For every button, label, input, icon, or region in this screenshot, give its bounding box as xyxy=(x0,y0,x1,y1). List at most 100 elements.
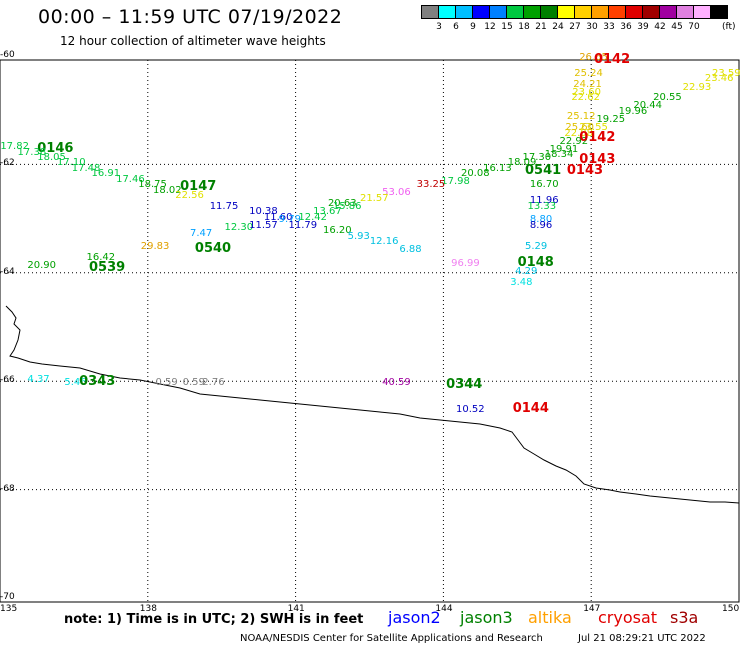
wave-height-value: 11.75 xyxy=(209,200,239,212)
wave-height-value: 23.59 xyxy=(712,67,740,79)
y-tick-label: -68 xyxy=(0,483,15,494)
wave-height-value: 6.88 xyxy=(399,244,422,256)
wave-height-value: 21.57 xyxy=(359,192,389,204)
pass-time-label: 0144 xyxy=(512,401,549,417)
wave-height-value: 16.42 xyxy=(86,252,116,264)
wave-height-value: 16.20 xyxy=(323,225,352,237)
wave-height-value: 5.29 xyxy=(525,241,548,253)
y-tick-label: -64 xyxy=(0,266,15,277)
legend-unit: (ft) xyxy=(722,22,736,32)
legend-tick-label: 3 xyxy=(436,22,442,32)
wave-height-value: 18.34 xyxy=(544,149,574,161)
satellite-name: cryosat xyxy=(598,608,658,627)
legend-tick-label: 70 xyxy=(688,22,700,32)
wave-height-value: 20.44 xyxy=(633,100,663,112)
legend-tick-label: 36 xyxy=(620,22,632,32)
wave-height-value: 24.21 xyxy=(573,78,602,90)
legend-tick-label: 42 xyxy=(654,22,666,32)
y-tick-label: -62 xyxy=(0,158,15,169)
wave-height-value: 10.38 xyxy=(249,206,278,218)
map-frame xyxy=(0,59,740,603)
wave-height-value: 16.91 xyxy=(91,168,121,180)
wave-height-value: 25.12 xyxy=(566,111,596,123)
legend-tick-label: 39 xyxy=(637,22,649,32)
wave-height-value: 8.80 xyxy=(529,214,553,226)
pass-time-label: 0143 xyxy=(579,151,616,167)
wave-height-value: 17.48 xyxy=(71,162,101,174)
wave-height-value: 22.56 xyxy=(175,189,204,201)
x-tick-label: 150 xyxy=(722,604,740,614)
y-tick-label: -60 xyxy=(0,50,15,60)
wave-height-value: 23.46 xyxy=(704,73,734,85)
wave-height-value: 18.05 xyxy=(37,151,66,163)
wave-height-value: 11.57 xyxy=(249,219,278,231)
wave-height-value: 7.47 xyxy=(189,227,213,239)
wave-height-value: 4.29 xyxy=(515,265,538,277)
wave-height-value: 22.92 xyxy=(559,135,589,147)
legend-tick-label: 15 xyxy=(501,22,513,32)
wave-height-value: 18.02 xyxy=(153,184,182,196)
wave-height-value: 17.30 xyxy=(522,151,552,163)
satellite-name: jason3 xyxy=(460,608,513,627)
wave-height-value: 20.90 xyxy=(27,260,57,272)
wave-height-value: 12.30 xyxy=(224,222,254,234)
wave-height-value: 12.42 xyxy=(298,211,328,223)
wave-height-value: 17.46 xyxy=(116,173,145,185)
wave-height-value: 23.55 xyxy=(579,122,608,134)
wave-height-value: 11.60 xyxy=(263,211,293,223)
y-tick-label: -66 xyxy=(0,375,15,386)
legend-tick-label: 18 xyxy=(518,22,530,32)
x-tick-label: 141 xyxy=(287,604,305,614)
legend-tick-label: 9 xyxy=(470,22,476,32)
legend-tick-label: 45 xyxy=(671,22,683,32)
wave-height-value: 22.93 xyxy=(682,81,712,93)
wave-height-value: 25.60 xyxy=(565,122,595,134)
pass-time-label: 0539 xyxy=(88,260,126,276)
y-tick-label: -70 xyxy=(0,592,15,602)
legend-tick-label: 24 xyxy=(552,22,564,32)
footer-credit: NOAA/NESDIS Center for Satellite Applica… xyxy=(240,633,543,644)
page-subtitle: 12 hour collection of altimeter wave hei… xyxy=(60,34,326,48)
wave-height-value: 5.93 xyxy=(347,230,370,242)
pass-time-label: 0147 xyxy=(180,179,217,195)
wave-height-value: 23.60 xyxy=(572,86,601,98)
wave-height-value: 22.62 xyxy=(571,92,600,104)
wave-height-value: 18.75 xyxy=(138,179,167,191)
wave-height-value: 0.59 xyxy=(155,376,178,388)
wave-height-value: 20.63 xyxy=(327,198,357,210)
x-tick-label: 144 xyxy=(435,604,453,614)
wave-height-value: 33.25 xyxy=(416,179,446,191)
x-tick-label: 138 xyxy=(139,604,157,614)
pass-time-label: 0343 xyxy=(79,374,116,390)
pass-time-label: 0540 xyxy=(194,241,232,257)
wave-height-value: 5.46 xyxy=(64,376,87,388)
satellite-name: s3a xyxy=(670,608,699,627)
pass-time-label: 0143 xyxy=(566,162,604,178)
wave-height-value: 19.25 xyxy=(596,114,626,126)
legend-tick-label: 12 xyxy=(484,22,496,32)
legend-tick-label: 21 xyxy=(535,22,547,32)
satellite-name: jason2 xyxy=(388,608,441,627)
wave-height-value: 20.55 xyxy=(653,92,682,104)
wave-height-value: 9.79 xyxy=(278,214,301,226)
wave-height-value: 10.52 xyxy=(456,404,485,415)
pass-time-label: 0148 xyxy=(517,254,554,270)
wave-height-value: 12.16 xyxy=(369,235,399,247)
wave-height-value: 20.08 xyxy=(460,168,490,180)
wave-height-value: 13.33 xyxy=(527,200,557,212)
wave-height-value: 2.76 xyxy=(202,376,225,388)
wave-height-value: 17.10 xyxy=(56,157,86,169)
wave-height-value: 96.99 xyxy=(451,257,480,269)
x-tick-label: 147 xyxy=(583,604,601,614)
wave-height-value: 17.38 xyxy=(17,146,47,158)
legend-tick-label: 27 xyxy=(569,22,581,32)
coastline xyxy=(5,305,740,504)
wave-height-value: 15.86 xyxy=(332,200,362,212)
x-tick-label: 135 xyxy=(0,604,18,614)
wave-height-value: 40.59 xyxy=(382,376,411,388)
wave-height-value: 29.83 xyxy=(140,241,170,253)
pass-time-label: 0541 xyxy=(525,162,562,178)
page-title: 00:00 – 11:59 UTC 07/19/2022 xyxy=(38,6,343,28)
wave-height-value: 25.24 xyxy=(574,67,603,79)
